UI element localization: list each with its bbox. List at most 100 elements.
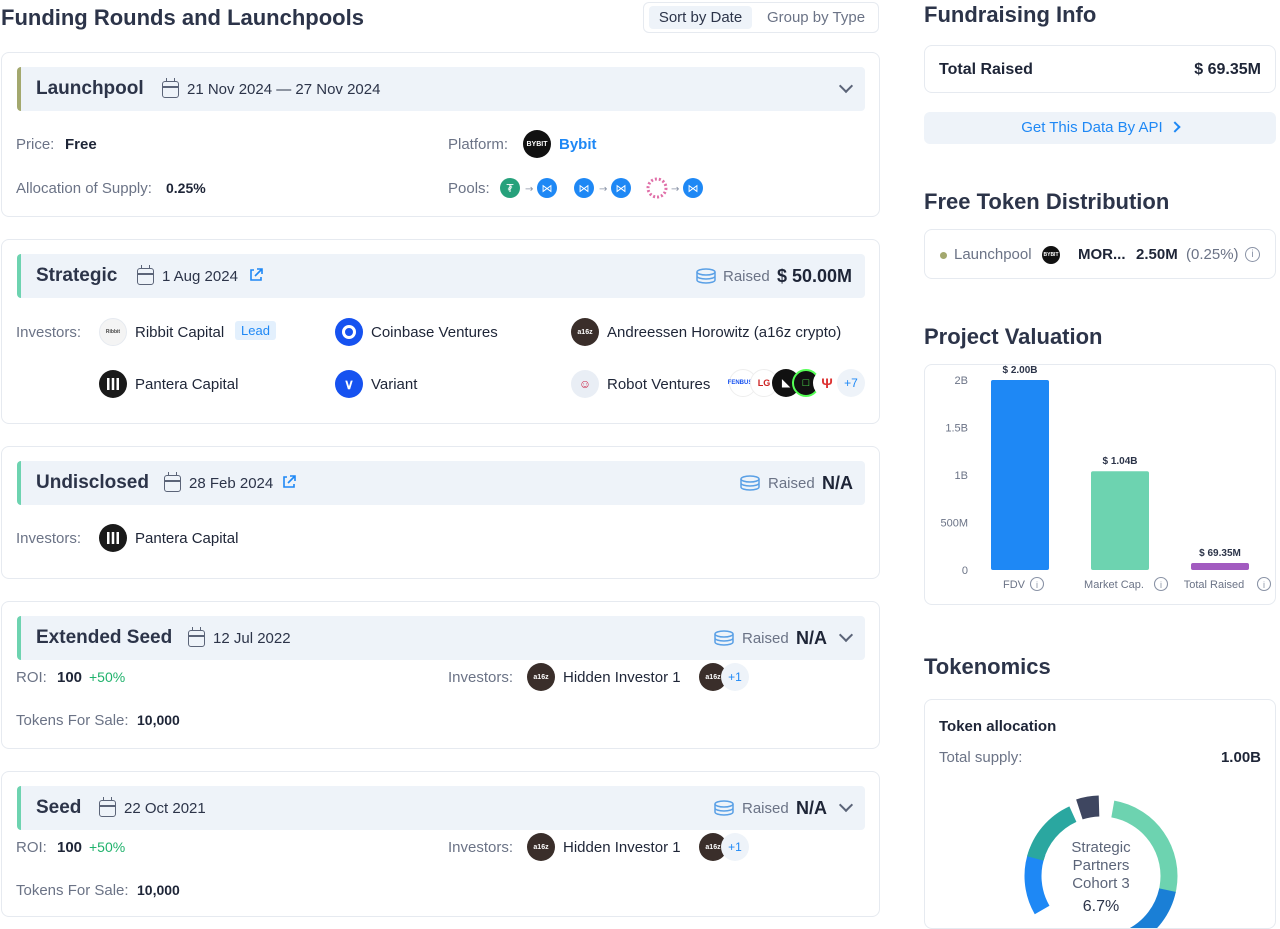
platform-label: Platform: [448,136,509,153]
roi-value: 100 [57,839,83,856]
calendar-icon [99,797,116,817]
pantera-capital-logo [99,370,127,398]
extended-seed-header[interactable]: Extended Seed 12 Jul 2022 Raised N/A [17,616,865,660]
donut-label-line-2: Partners [1072,857,1130,874]
price-value: Free [65,136,97,153]
distribution-label: Launchpool [954,246,1032,263]
sort-by-date-tab[interactable]: Sort by Date [649,6,752,29]
info-icon-glyph: i [1263,580,1265,590]
external-link-icon[interactable] [281,474,297,490]
group-by-type-tab[interactable]: Group by Type [757,6,875,29]
investor-name[interactable]: Ribbit Capital [135,324,225,341]
raised-label: Raised [768,475,815,492]
investor-name[interactable]: Pantera Capital [135,530,239,547]
more-investors-button[interactable]: +1 [721,663,749,691]
external-link-icon[interactable] [248,267,264,283]
info-icon [1153,576,1169,592]
coinbase-ventures-logo [335,318,363,346]
round-title: Undisclosed [36,472,149,493]
raised-value: N/A [796,798,827,818]
chevron-down-icon[interactable] [838,78,854,94]
platform-link[interactable]: Bybit [559,136,597,153]
round-title: Seed [36,797,82,818]
round-title: Extended Seed [36,627,173,648]
more-investors-button[interactable]: +1 [721,833,749,861]
svg-text:⋈: ⋈ [688,182,699,195]
investor-name[interactable]: Variant [371,376,418,393]
svg-text:⋈: ⋈ [542,182,553,195]
distribution-pct: (0.25%) [1186,246,1239,263]
round-date: 21 Nov 2024 — 27 Nov 2024 [187,81,381,98]
seed-header[interactable]: Seed 22 Oct 2021 Raised N/A [17,786,865,830]
chevron-down-icon[interactable] [838,627,854,643]
sort-toggle: Sort by Date Group by Type [643,2,879,33]
svg-text:→: → [525,184,533,195]
page-title: Funding Rounds and Launchpools [1,5,364,30]
y-tick-label: 1.5B [945,423,968,435]
pools-icons: ₮ → ⋈ ⋈ → ⋈ → ⋈ [499,176,709,200]
chevron-right-icon [1169,121,1181,133]
total-raised-card: Total Raised $ 69.35M [924,45,1276,93]
tokens-label: Tokens For Sale: [16,882,129,899]
investor-name[interactable]: Hidden Investor 1 [563,669,681,686]
coins-icon [714,800,734,816]
total-raised-value: $ 69.35M [1194,61,1261,78]
seed-card: Seed 22 Oct 2021 Raised N/A ROI: 100 +50… [1,771,880,917]
status-dot [940,252,947,259]
y-tick-label: 1B [955,470,968,482]
y-tick-label: 2B [955,375,968,387]
roi-label: ROI: [16,669,47,686]
sort-by-date-label: Sort by Date [658,9,743,26]
svg-text:⋈: ⋈ [616,182,627,195]
total-raised-label: Total Raised [939,61,1033,78]
investor-name[interactable]: Andreessen Horowitz (a16z crypto) [607,324,842,341]
round-date: 12 Jul 2022 [213,630,291,647]
hidden-investor-logo: a16z [527,663,555,691]
investor-name[interactable]: Robot Ventures [607,376,711,393]
investors-label: Investors: [16,530,82,547]
donut-pct: 6.7% [1082,898,1120,915]
investor-name[interactable]: Pantera Capital [135,376,239,393]
bybit-logo: BYBIT [1042,246,1060,264]
data-label: $ 2.00B [1002,365,1037,376]
investor-logo-stack[interactable]: FENBUSHI LG ◣ □ Ψ +7 [728,369,869,399]
raised-value: N/A [796,628,827,648]
strategic-header[interactable]: Strategic 1 Aug 2024 Raised $ 50.00M [17,254,865,298]
raised-label: Raised [742,800,789,817]
roi-value: 100 [57,669,83,686]
tokens-value: 10,000 [137,712,180,728]
allocation-value: 0.25% [166,180,206,196]
fundraising-title: Fundraising Info [924,2,1097,27]
bar [1191,563,1249,570]
data-label: $ 69.35M [1199,548,1241,559]
info-icon[interactable]: i [1245,247,1260,262]
investor-name[interactable]: Hidden Investor 1 [563,839,681,856]
valuation-chart: 0 500M 1B 1.5B 2B $ 2.00B FDV i $ 1.04B Market Ca… [940,365,1272,592]
info-icon [1256,576,1272,592]
investor-name[interactable]: Coinbase Ventures [371,324,498,341]
more-investors-button[interactable]: +7 [837,369,865,397]
donut-segment-blue-left [1024,799,1178,928]
bar [991,380,1049,570]
undisclosed-header[interactable]: Undisclosed 28 Feb 2024 Raised N/A [17,461,865,505]
launchpool-header[interactable]: Launchpool 21 Nov 2024 — 27 Nov 2024 [17,67,865,111]
undisclosed-card: Undisclosed 28 Feb 2024 Raised N/A Inves… [1,446,880,579]
group-by-type-label: Group by Type [766,9,866,26]
info-icon [1029,576,1045,592]
get-api-button[interactable]: Get This Data By API [924,112,1276,144]
valuation-title: Project Valuation [924,324,1103,349]
x-tick-label: Market Cap. [1084,579,1144,591]
bar [1091,471,1149,570]
allocation-donut [1020,795,1182,928]
svg-text:₮: ₮ [507,182,514,195]
a16z-logo: a16z [571,318,599,346]
chevron-down-icon[interactable] [838,797,854,813]
extended-seed-card: Extended Seed 12 Jul 2022 Raised N/A ROI… [1,601,880,749]
lead-badge: Lead [235,321,276,340]
robot-ventures-logo: ☺ [571,370,599,398]
coins-icon [696,268,716,284]
calendar-icon [188,627,205,647]
tokens-label: Tokens For Sale: [16,712,129,729]
round-title: Launchpool [36,78,144,99]
launchpool-card: Launchpool 21 Nov 2024 — 27 Nov 2024 Pri… [1,52,880,217]
